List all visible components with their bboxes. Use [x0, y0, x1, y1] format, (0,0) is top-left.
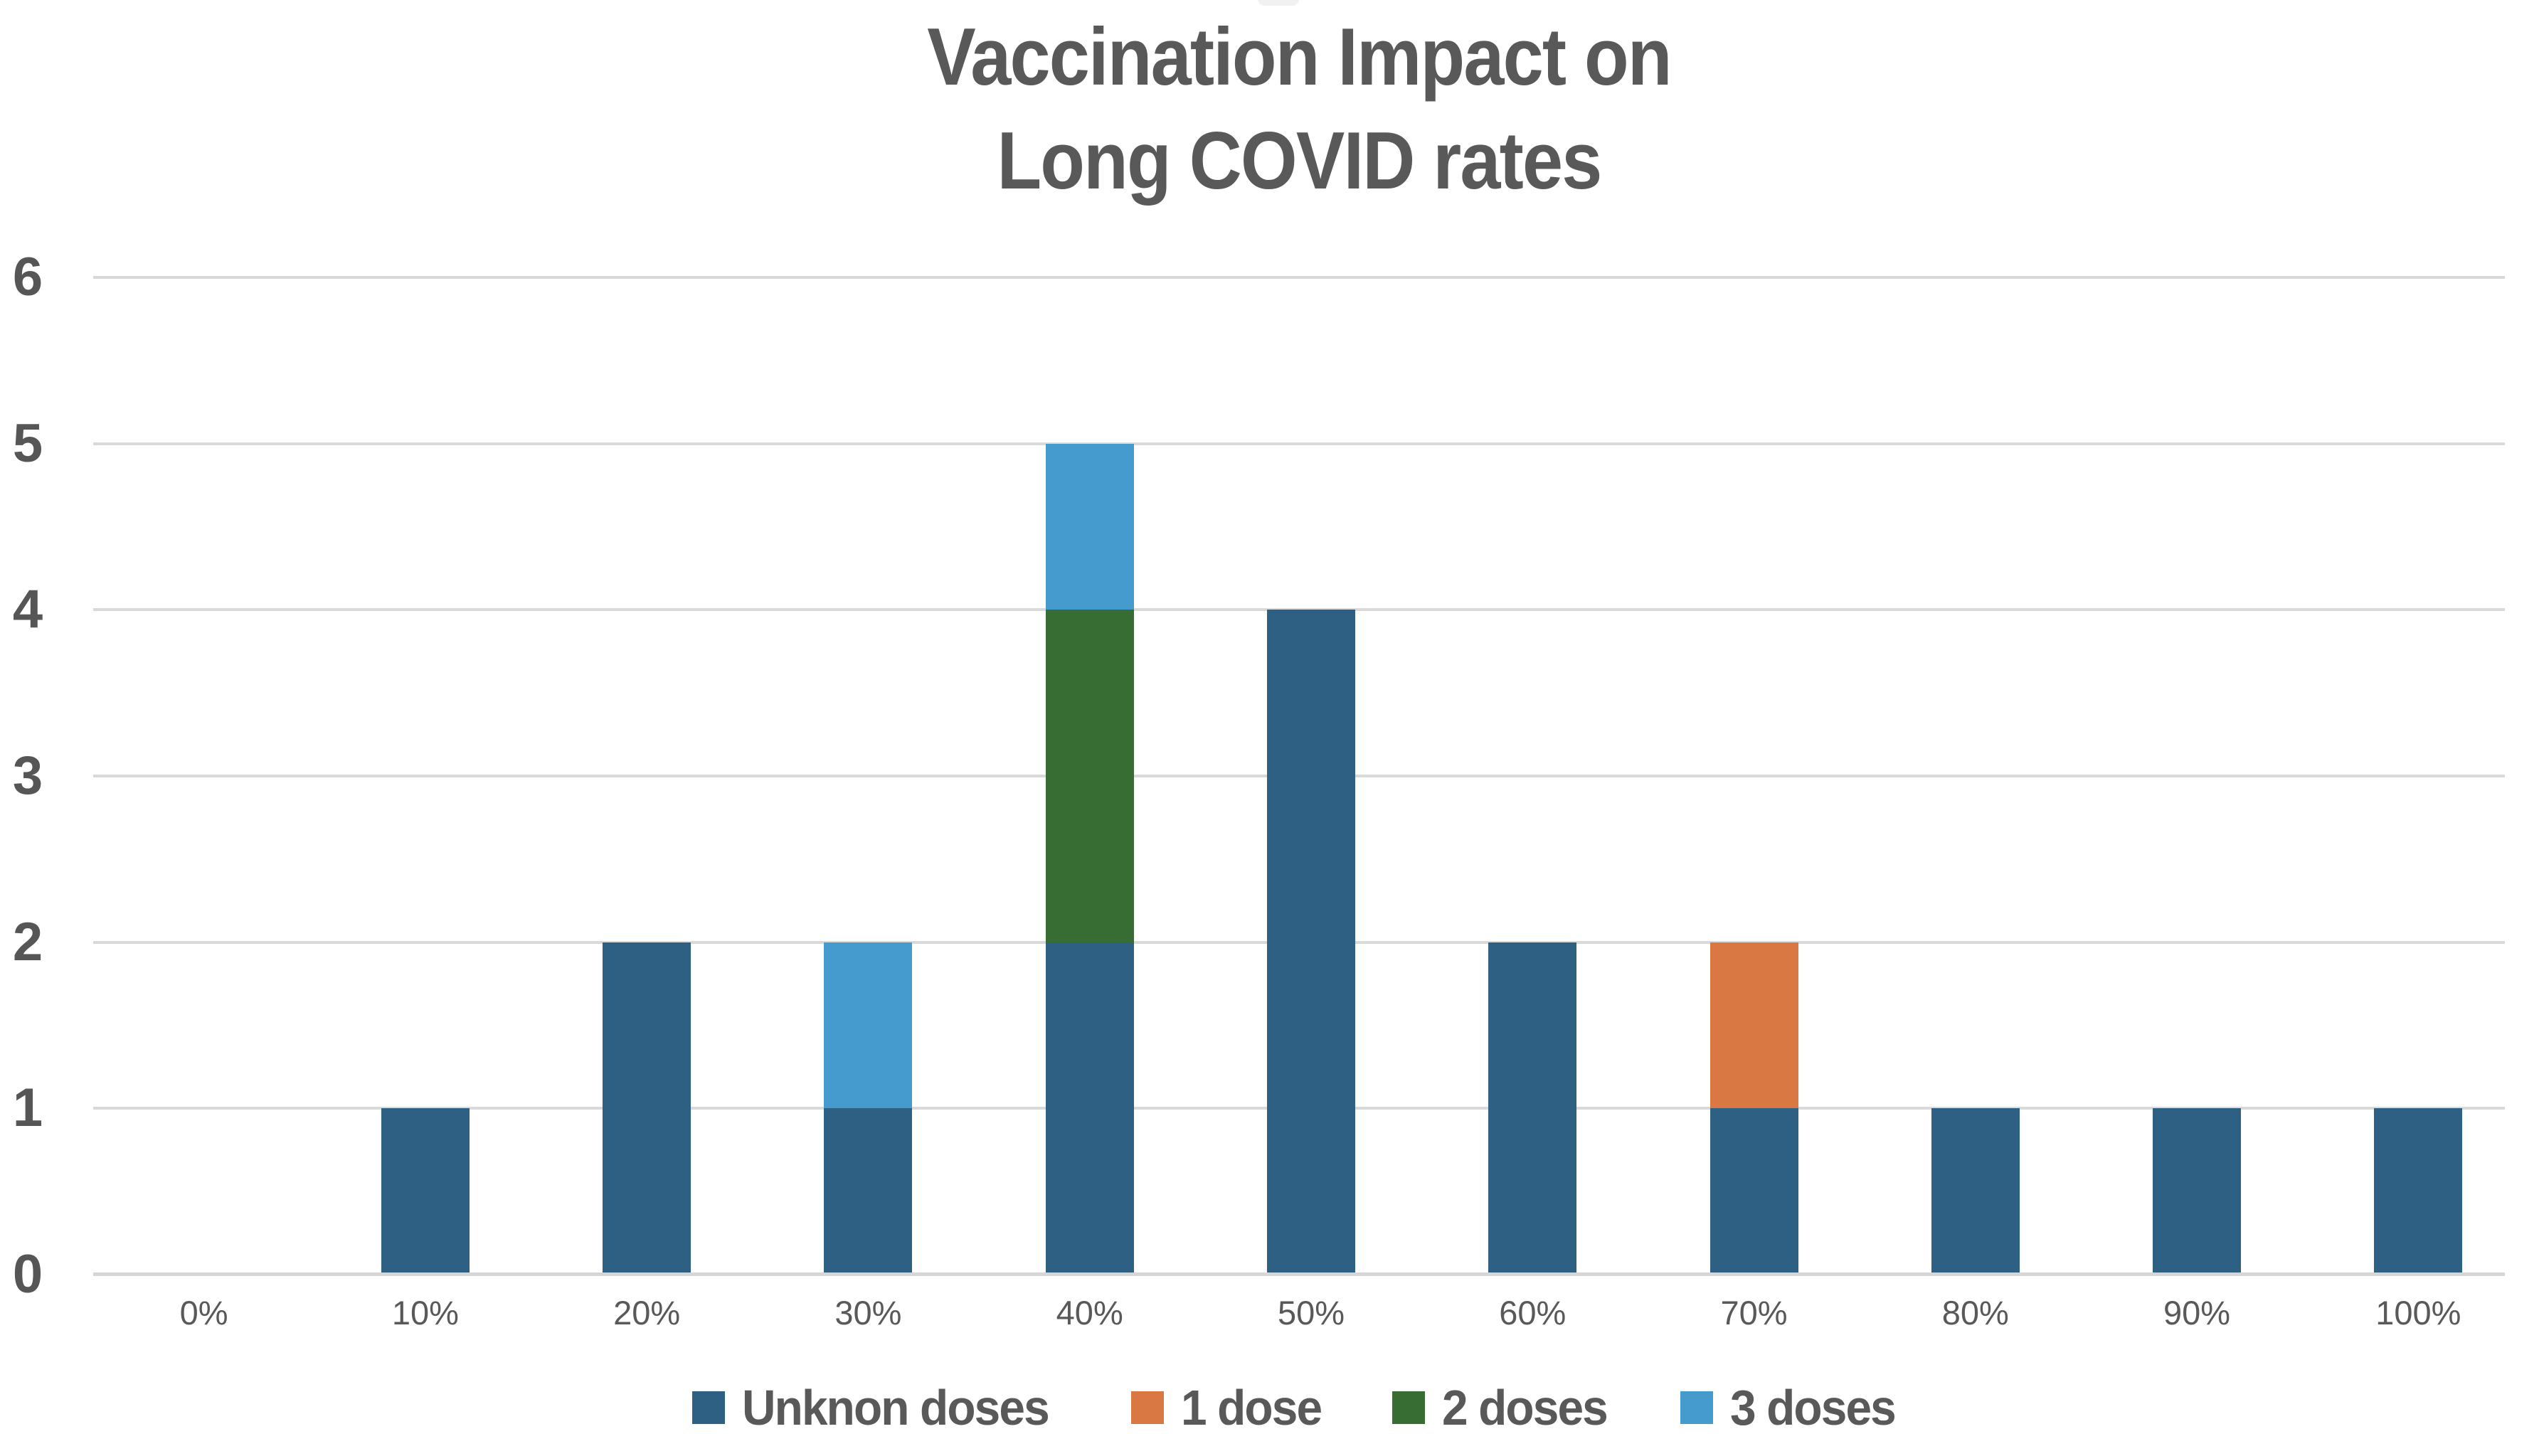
- legend-label: 3 doses: [1730, 1380, 1897, 1435]
- x-axis-line: [93, 1272, 2505, 1276]
- legend-swatch-icon: [1392, 1391, 1426, 1424]
- bar-segment-40%-3-doses: [1045, 443, 1134, 610]
- x-axis-label-40%: 40%: [1056, 1294, 1123, 1332]
- bar-segment-90%-unknon-doses: [2153, 1108, 2242, 1275]
- legend-swatch-icon: [1130, 1391, 1164, 1424]
- bar-segment-40%-unknon-doses: [1045, 942, 1134, 1275]
- chart-title-line2: Long COVID rates: [997, 116, 1602, 206]
- bar-segment-40%-2-doses: [1045, 610, 1134, 942]
- bar-segment-30%-unknon-doses: [824, 1108, 913, 1275]
- legend-item-3-doses: 3 doses: [1680, 1383, 1906, 1433]
- legend-item-2-doses: 2 doses: [1392, 1383, 1618, 1433]
- bar-segment-80%-unknon-doses: [1931, 1108, 2020, 1275]
- legend: Unknon doses 1 dose 2 doses 3 doses: [93, 1377, 2505, 1438]
- y-axis-label-2: 2: [12, 911, 43, 972]
- x-axis-label-30%: 30%: [834, 1294, 902, 1332]
- bar-segment-70%-unknon-doses: [1710, 1108, 1798, 1275]
- chart-title-line1: Vaccination Impact on: [927, 12, 1672, 102]
- gridline-y5: [93, 442, 2505, 445]
- y-axis-label-3: 3: [12, 745, 43, 806]
- x-axis-label-100%: 100%: [2375, 1294, 2461, 1332]
- legend-swatch-icon: [692, 1391, 726, 1424]
- y-axis-label-0: 0: [12, 1244, 43, 1304]
- x-axis-label-60%: 60%: [1499, 1294, 1567, 1332]
- bar-segment-70%-1-dose: [1710, 942, 1798, 1109]
- x-axis-label-90%: 90%: [2163, 1294, 2231, 1332]
- bar-segment-20%-unknon-doses: [603, 942, 691, 1275]
- plot-area: [93, 276, 2505, 1276]
- y-axis-label-5: 5: [12, 413, 43, 474]
- x-axis-label-80%: 80%: [1941, 1294, 2009, 1332]
- x-axis-label-20%: 20%: [613, 1294, 681, 1332]
- top-edge-artifact: [1258, 0, 1299, 6]
- bar-segment-60%-unknon-doses: [1488, 942, 1577, 1275]
- legend-label: 2 doses: [1442, 1380, 1608, 1435]
- legend-item-1-dose: 1 dose: [1130, 1380, 1330, 1435]
- x-axis-label-10%: 10%: [391, 1294, 459, 1332]
- y-axis-label-6: 6: [12, 247, 43, 307]
- gridline-y6: [93, 276, 2505, 279]
- legend-label: Unknon doses: [742, 1380, 1050, 1435]
- legend-item-unknon-doses: Unknon doses: [692, 1383, 1068, 1433]
- bar-segment-50%-unknon-doses: [1267, 610, 1355, 1275]
- bar-segment-100%-unknon-doses: [2374, 1108, 2463, 1275]
- y-axis-label-4: 4: [12, 579, 43, 640]
- bar-segment-10%-unknon-doses: [381, 1108, 470, 1275]
- x-axis-label-0%: 0%: [179, 1294, 228, 1332]
- chart-title: Vaccination Impact on Long COVID rates: [214, 6, 2385, 213]
- legend-label: 1 dose: [1180, 1380, 1322, 1435]
- x-axis-label-50%: 50%: [1277, 1294, 1345, 1332]
- bar-segment-30%-3-doses: [824, 942, 913, 1109]
- x-axis-label-70%: 70%: [1720, 1294, 1788, 1332]
- legend-swatch-icon: [1680, 1391, 1714, 1424]
- y-axis-label-1: 1: [12, 1078, 43, 1139]
